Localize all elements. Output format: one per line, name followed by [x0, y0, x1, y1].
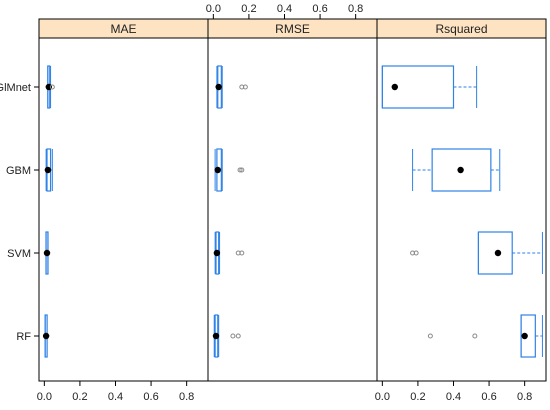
median-dot [42, 332, 50, 340]
iqr-box [520, 314, 536, 358]
iqr-box [431, 148, 492, 192]
tick-label: 0.6 [312, 3, 327, 15]
panel-rmse [207, 37, 378, 382]
box-mae-svm [43, 231, 51, 275]
median-dot [44, 166, 52, 174]
median-dot [43, 249, 51, 257]
model-label-gbm: GBM [6, 165, 31, 177]
box-rsquared-gbm [412, 148, 501, 192]
outlier-point [235, 333, 241, 339]
median-dot [213, 249, 221, 257]
median-dot [494, 249, 502, 257]
outlier-point [472, 333, 478, 339]
median-dot [457, 166, 464, 174]
box-rmse-glmnet [215, 65, 248, 109]
tick-label: 0.2 [72, 391, 87, 403]
box-rmse-rf [212, 314, 241, 358]
outlier-point [237, 167, 243, 173]
tick-label: 0.8 [179, 391, 194, 403]
strip-label-rmse: RMSE [275, 22, 310, 36]
tick-label: 0.6 [481, 391, 496, 403]
model-label-rf: RF [16, 331, 31, 343]
outlier-point [239, 250, 245, 256]
tick-label: 0.4 [277, 3, 292, 15]
strip-label-rsquared: Rsquared [435, 22, 487, 36]
tick-label: 0.2 [410, 391, 425, 403]
box-mae-gbm [44, 148, 53, 192]
tick-label: 0.4 [108, 391, 123, 403]
tick-label: 0.8 [517, 391, 532, 403]
tick-label: 0.0 [375, 391, 390, 403]
tick-label: 0.0 [206, 3, 221, 15]
model-label-svm: SVM [7, 248, 31, 260]
median-dot [215, 83, 222, 91]
median-dot [391, 83, 398, 91]
tick-label: 0.0 [37, 391, 52, 403]
tick-label: 0.2 [241, 3, 256, 15]
median-dot [45, 83, 52, 91]
outlier-point [230, 333, 236, 339]
tick-label: 0.4 [446, 391, 461, 403]
panel-mae [38, 37, 209, 382]
model-label-glmnet: GlMnet [0, 82, 31, 94]
outlier-point [413, 250, 419, 256]
box-rsquared-glmnet [381, 65, 478, 109]
tick-label: 0.8 [348, 3, 363, 15]
outlier-point [49, 84, 55, 90]
outlier-point [427, 333, 433, 339]
iqr-box [381, 65, 455, 109]
iqr-box [477, 231, 513, 275]
outlier-point [242, 84, 248, 90]
median-dot [214, 166, 221, 174]
strip-label-mae: MAE [110, 22, 136, 36]
box-rmse-svm [213, 231, 245, 275]
box-rmse-gbm [214, 148, 245, 192]
panel-rsquared [376, 37, 547, 382]
box-mae-glmnet [45, 65, 55, 109]
median-dot [521, 332, 528, 340]
tick-label: 0.6 [143, 391, 158, 403]
median-dot [212, 332, 220, 340]
outlier-point [239, 167, 245, 173]
box-rsquared-rf [427, 314, 543, 358]
box-rsquared-svm [410, 231, 543, 275]
box-mae-rf [42, 314, 50, 358]
